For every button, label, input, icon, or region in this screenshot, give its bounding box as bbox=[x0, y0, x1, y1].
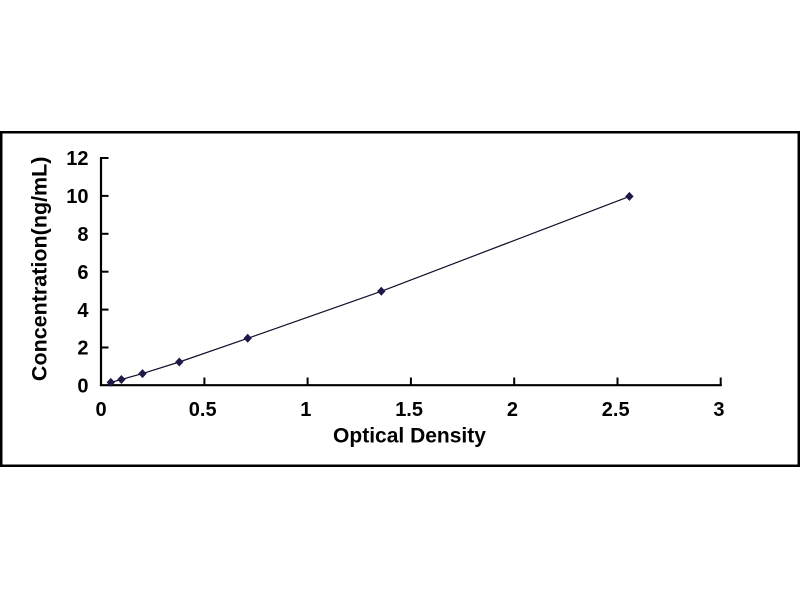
svg-text:Optical Density: Optical Density bbox=[333, 425, 486, 448]
svg-text:1.5: 1.5 bbox=[395, 399, 423, 421]
svg-text:0: 0 bbox=[95, 399, 106, 421]
svg-text:6: 6 bbox=[77, 262, 88, 284]
svg-text:12: 12 bbox=[66, 148, 88, 170]
svg-text:Concentration(ng/mL): Concentration(ng/mL) bbox=[28, 157, 52, 382]
svg-text:2: 2 bbox=[507, 399, 518, 421]
svg-text:0: 0 bbox=[77, 376, 88, 398]
svg-text:4: 4 bbox=[77, 300, 89, 322]
svg-text:2: 2 bbox=[77, 338, 88, 360]
svg-text:8: 8 bbox=[77, 224, 88, 246]
svg-text:1: 1 bbox=[300, 399, 311, 421]
svg-text:0.5: 0.5 bbox=[189, 399, 217, 421]
svg-text:10: 10 bbox=[66, 186, 88, 208]
svg-text:3: 3 bbox=[713, 399, 724, 421]
svg-text:2.5: 2.5 bbox=[602, 399, 630, 421]
